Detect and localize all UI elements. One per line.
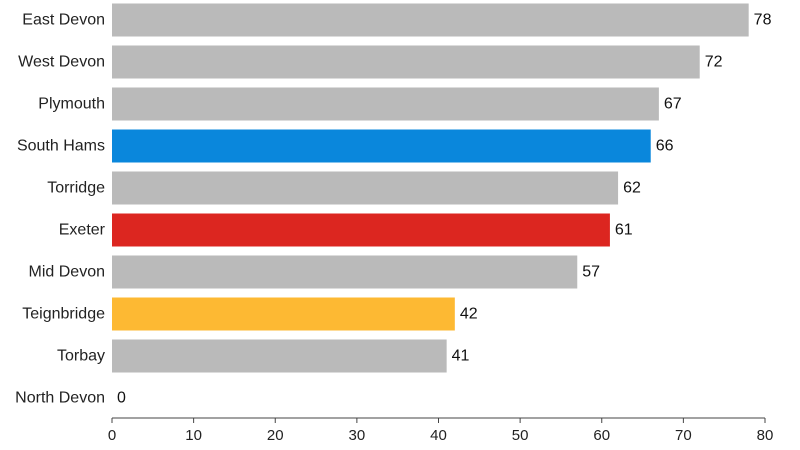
x-tick-label-0: 0 [108,427,116,444]
category-label-north-devon: North Devon [15,390,105,407]
value-label-mid-devon: 57 [582,264,600,281]
x-tick-label-40: 40 [430,427,447,444]
x-axis: 0 10 20 30 40 50 60 70 80 [108,417,774,444]
bar-plymouth [112,87,659,121]
category-label-teignbridge: Teignbridge [22,306,105,323]
category-label-east-devon: East Devon [22,12,105,29]
category-label-torridge: Torridge [47,180,105,197]
bar-west-devon [112,45,700,79]
category-labels-group: East Devon West Devon Plymouth South Hams To… [15,12,105,407]
value-labels-group: 78 72 67 66 62 61 57 42 41 0 [117,12,772,407]
value-label-west-devon: 72 [705,54,723,71]
value-label-exeter: 61 [615,222,633,239]
value-label-torridge: 62 [623,180,641,197]
x-tick-label-30: 30 [349,427,366,444]
category-label-mid-devon: Mid Devon [29,264,105,281]
bar-torbay [112,339,447,373]
bar-mid-devon [112,255,578,289]
x-tick-label-80: 80 [757,427,774,444]
bars-group [112,3,749,373]
value-label-plymouth: 67 [664,96,682,113]
bar-exeter [112,213,610,247]
bar-east-devon [112,3,749,37]
x-tick-label-60: 60 [593,427,610,444]
bar-teignbridge [112,297,455,331]
category-label-south-hams: South Hams [17,138,105,155]
x-tick-label-70: 70 [675,427,692,444]
bar-south-hams [112,129,651,163]
x-tick-label-10: 10 [185,427,202,444]
value-label-north-devon: 0 [117,390,126,407]
value-label-teignbridge: 42 [460,306,478,323]
x-tick-label-20: 20 [267,427,284,444]
value-label-east-devon: 78 [754,12,772,29]
category-label-west-devon: West Devon [18,54,105,71]
bar-torridge [112,171,619,205]
value-label-south-hams: 66 [656,138,674,155]
category-label-torbay: Torbay [57,348,105,365]
category-label-plymouth: Plymouth [38,96,105,113]
category-label-exeter: Exeter [59,222,106,239]
value-label-torbay: 41 [452,348,470,365]
x-tick-label-50: 50 [512,427,529,444]
